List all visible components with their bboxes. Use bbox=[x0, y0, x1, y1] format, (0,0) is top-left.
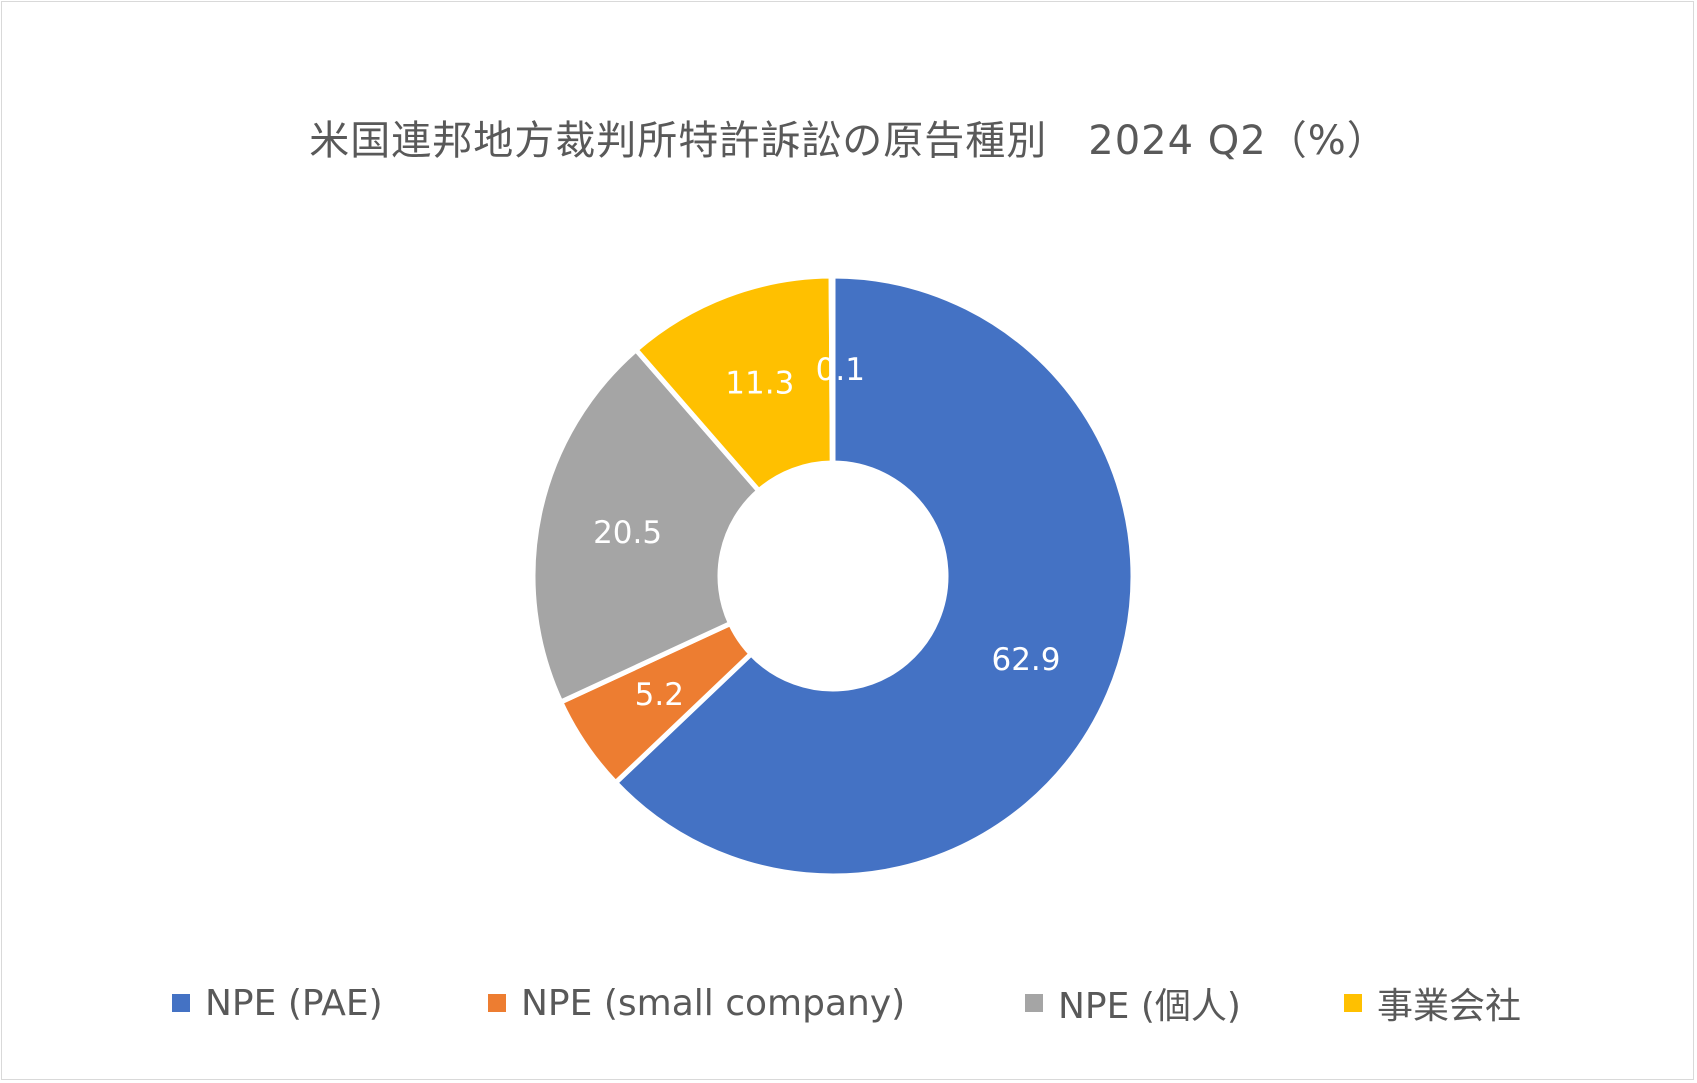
legend-item-4: 事業会社 bbox=[1344, 978, 1521, 1028]
chart-title: 米国連邦地方裁判所特許訴訟の原告種別 2024 Q2（%） bbox=[309, 118, 1388, 164]
legend-swatch-2 bbox=[488, 994, 506, 1012]
slice-data-label-5: 0.1 bbox=[816, 352, 865, 388]
legend-item-3: NPE (個人) bbox=[1025, 978, 1241, 1028]
legend-item-1: NPE (PAE) bbox=[172, 978, 383, 1028]
legend-label-3: NPE (個人) bbox=[1058, 986, 1241, 1027]
donut-slice-4 bbox=[632, 273, 835, 495]
slice-data-label-3: 20.5 bbox=[593, 515, 662, 551]
legend-swatch-1 bbox=[172, 994, 190, 1012]
legend-label-4: 事業会社 bbox=[1377, 986, 1522, 1027]
legend-label-1: NPE (PAE) bbox=[205, 982, 383, 1024]
legend-swatch-3 bbox=[1025, 994, 1043, 1012]
legend: NPE (PAE) NPE (small company) NPE (個人) 事業会社 bbox=[0, 978, 1697, 1028]
donut-slice-1 bbox=[612, 273, 1136, 879]
donut-slice-3 bbox=[530, 346, 763, 706]
donut-slice-5 bbox=[828, 273, 836, 466]
slice-data-label-1: 62.9 bbox=[991, 642, 1060, 678]
legend-label-2: NPE (small company) bbox=[521, 982, 906, 1024]
slice-data-label-4: 11.3 bbox=[725, 365, 794, 401]
legend-item-2: NPE (small company) bbox=[488, 978, 905, 1028]
slice-data-label-2: 5.2 bbox=[635, 677, 684, 713]
legend-swatch-4 bbox=[1344, 994, 1362, 1012]
